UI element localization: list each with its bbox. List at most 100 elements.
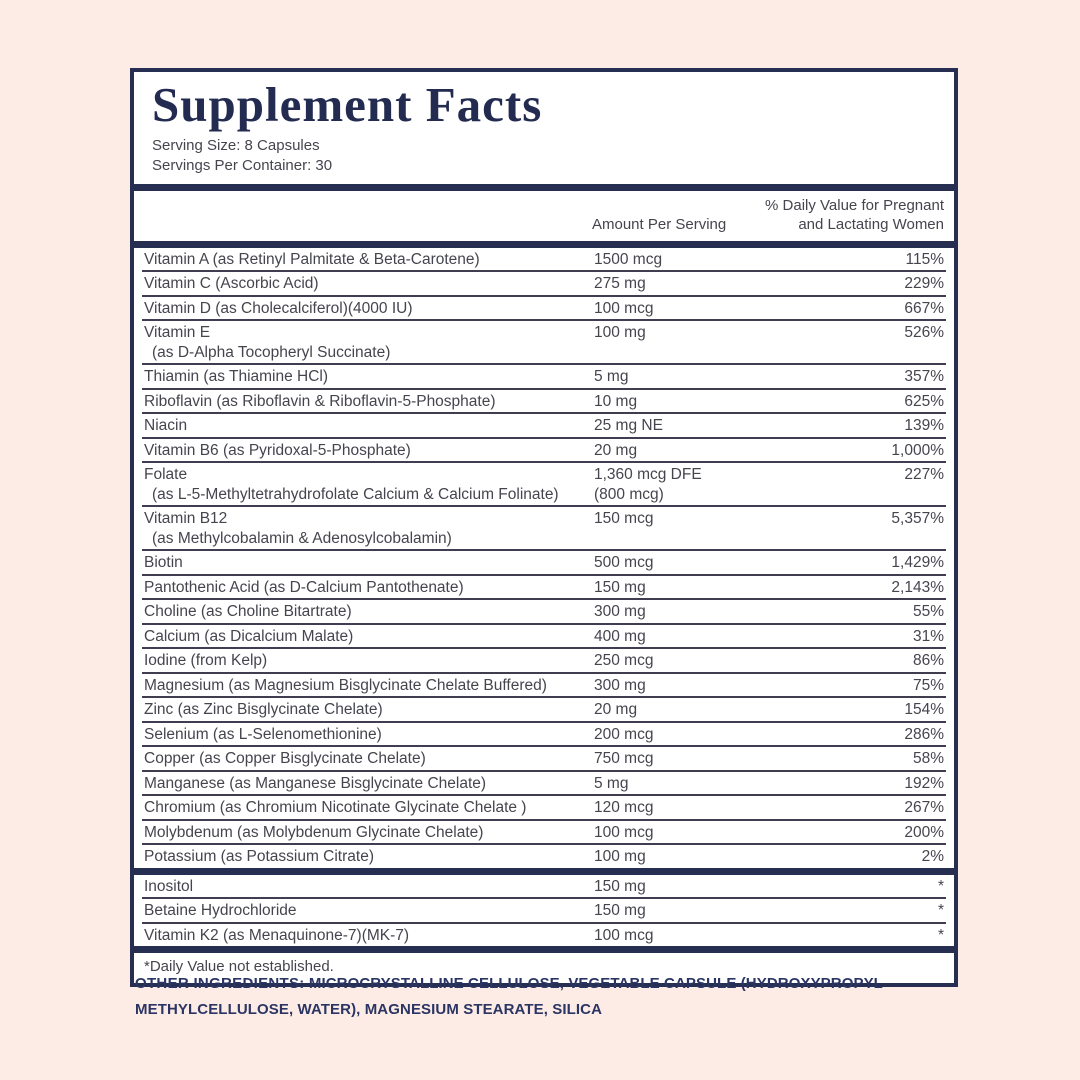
nutrient-name: Choline (as Choline Bitartrate): [144, 603, 352, 621]
nutrient-amount: 20 mg: [594, 441, 638, 459]
nutrient-name-cell: Vitamin C (Ascorbic Acid): [144, 274, 594, 294]
other-ingredients-text: MICROCRYSTALLINE CELLULOSE, VEGETABLE CA…: [135, 975, 883, 1018]
nutrient-name-cell: Niacin: [144, 416, 594, 436]
table-row: Potassium (as Potassium Citrate) 100 mg …: [142, 845, 946, 868]
table-row: Vitamin B6 (as Pyridoxal-5-Phosphate) 20…: [142, 439, 946, 464]
nutrient-amount: 5 mg: [594, 774, 629, 792]
table-row: Biotin 500 mcg 1,429%: [142, 551, 946, 576]
nutrient-amount-cell: 400 mg: [594, 627, 829, 647]
nutrient-name: Inositol: [144, 877, 194, 895]
nutrient-name-cell: Manganese (as Manganese Bisglycinate Che…: [144, 774, 594, 794]
panel-header: Supplement Facts Serving Size: 8 Capsule…: [134, 72, 954, 184]
nutrient-amount: 150 mg: [594, 902, 646, 920]
nutrient-amount-cell: 250 mcg: [594, 651, 829, 671]
nutrient-name: Vitamin K2 (as Menaquinone-7)(MK-7): [144, 926, 410, 944]
nutrient-name: Magnesium (as Magnesium Bisglycinate Che…: [144, 676, 547, 694]
nutrient-name-cell: Selenium (as L-Selenomethionine): [144, 725, 594, 745]
servings-per-container: Servings Per Container: 30: [152, 156, 333, 174]
nutrient-daily-value: 229%: [904, 275, 944, 293]
nutrient-name: Iodine (from Kelp): [144, 652, 268, 670]
nutrient-name-cell: Chromium (as Chromium Nicotinate Glycina…: [144, 798, 594, 818]
nutrient-amount-cell: 120 mcg: [594, 798, 829, 818]
serving-size: Serving Size: 8 Capsules: [152, 136, 320, 154]
nutrient-amount: 10 mg: [594, 392, 638, 410]
nutrient-daily-value: 31%: [912, 627, 944, 645]
nutrient-daily-value: 2%: [921, 848, 944, 866]
nutrient-daily-value: 625%: [904, 392, 944, 410]
nutrient-amount: 100 mg: [594, 324, 646, 342]
nutrient-daily-value: 2,143%: [891, 578, 944, 596]
nutrient-daily-value: *: [937, 877, 944, 895]
nutrient-amount-cell: 750 mcg: [594, 749, 829, 769]
nutrient-amount-cell: 10 mg: [594, 392, 829, 412]
nutrient-amount-cell: 1500 mcg: [594, 250, 829, 270]
nutrient-amount-cell: 100 mg: [594, 323, 829, 343]
nutrient-name-cell: Molybdenum (as Molybdenum Glycinate Chel…: [144, 823, 594, 843]
nutrient-name: Pantothenic Acid (as D-Calcium Pantothen…: [144, 578, 464, 596]
table-row: Riboflavin (as Riboflavin & Riboflavin-5…: [142, 390, 946, 415]
nutrient-name-cell: Iodine (from Kelp): [144, 651, 594, 671]
nutrient-amount: 275 mg: [594, 275, 646, 293]
nutrient-name-cell: Folate (as L-5-Methyltetrahydrofolate Ca…: [144, 465, 594, 504]
table-row: Niacin 25 mg NE 139%: [142, 414, 946, 439]
nutrient-amount-cell: 500 mcg: [594, 553, 829, 573]
table-row: Magnesium (as Magnesium Bisglycinate Che…: [142, 674, 946, 699]
serving-info: Serving Size: 8 Capsules Servings Per Co…: [152, 136, 938, 176]
nutrient-amount: 1500 mcg: [594, 250, 663, 268]
daily-value-header-line1: % Daily Value for Pregnant: [765, 196, 944, 214]
table-row: Vitamin D (as Cholecalciferol)(4000 IU) …: [142, 297, 946, 322]
nutrient-amount-cell: 200 mcg: [594, 725, 829, 745]
nutrient-amount-cell: 25 mg NE: [594, 416, 829, 436]
table-row: Vitamin B12 (as Methylcobalamin & Adenos…: [142, 507, 946, 552]
nutrient-daily-value: 75%: [912, 676, 944, 694]
nutrient-amount: 100 mg: [594, 848, 646, 866]
nutrient-daily-value: 192%: [904, 774, 944, 792]
nutrient-name: Copper (as Copper Bisglycinate Chelate): [144, 750, 426, 768]
nutrient-amount-cell: 150 mg: [594, 578, 829, 598]
daily-value-header-line2: and Lactating Women: [798, 215, 944, 233]
nutrient-amount: 300 mg: [594, 603, 646, 621]
table-row: Copper (as Copper Bisglycinate Chelate) …: [142, 747, 946, 772]
nutrient-amount: 150 mg: [594, 578, 646, 596]
nutrient-name-cell: Riboflavin (as Riboflavin & Riboflavin-5…: [144, 392, 594, 412]
table-row: Chromium (as Chromium Nicotinate Glycina…: [142, 796, 946, 821]
nutrient-name-cell: Betaine Hydrochloride: [144, 901, 594, 921]
table-row: Folate (as L-5-Methyltetrahydrofolate Ca…: [142, 463, 946, 508]
table-row: Vitamin E (as D-Alpha Tocopheryl Succina…: [142, 321, 946, 366]
nutrient-daily-value: 667%: [904, 299, 944, 317]
nutrient-name: Biotin: [144, 554, 183, 572]
table-row: Selenium (as L-Selenomethionine) 200 mcg…: [142, 723, 946, 748]
nutrient-daily-value: 526%: [904, 324, 944, 342]
nutrient-name: Chromium (as Chromium Nicotinate Glycina…: [144, 799, 527, 817]
table-row: Thiamin (as Thiamine HCl) 5 mg 357%: [142, 365, 946, 390]
nutrient-amount-cell: 300 mg: [594, 602, 829, 622]
nutrient-daily-value: *: [937, 902, 944, 920]
nutrients-section-other: Inositol 150 mg * Betaine Hydrochloride …: [134, 875, 954, 947]
nutrient-name: Selenium (as L-Selenomethionine): [144, 725, 382, 743]
nutrient-amount: 100 mcg: [594, 926, 654, 944]
nutrient-name-cell: Vitamin B12 (as Methylcobalamin & Adenos…: [144, 509, 594, 548]
nutrient-amount-cell: 5 mg: [594, 367, 829, 387]
nutrient-daily-value: 267%: [904, 799, 944, 817]
column-headers: Amount Per Serving % Daily Value for Pre…: [134, 191, 954, 241]
table-row: Betaine Hydrochloride 150 mg *: [142, 899, 946, 924]
nutrient-name: Riboflavin (as Riboflavin & Riboflavin-5…: [144, 392, 496, 410]
nutrient-daily-value: 58%: [912, 750, 944, 768]
daily-value-footnote: *Daily Value not established.: [144, 958, 334, 976]
nutrient-daily-value: *: [937, 926, 944, 944]
nutrient-name: Niacin: [144, 417, 188, 435]
nutrient-name-cell: Choline (as Choline Bitartrate): [144, 602, 594, 622]
nutrient-daily-value: 1,000%: [891, 441, 944, 459]
column-header-amount: Amount Per Serving: [592, 215, 727, 233]
nutrient-name-cell: Vitamin K2 (as Menaquinone-7)(MK-7): [144, 926, 594, 946]
nutrient-daily-value: 154%: [904, 701, 944, 719]
nutrient-daily-value: 5,357%: [891, 510, 944, 528]
divider-bar-thick: [134, 240, 954, 248]
nutrient-name: Thiamin (as Thiamine HCl): [144, 368, 329, 386]
nutrient-amount-cell: 150 mg: [594, 877, 829, 897]
nutrient-amount-cell: 100 mcg: [594, 299, 829, 319]
nutrient-amount-cell: 1,360 mcg DFE (800 mcg): [594, 465, 829, 504]
table-row: Iodine (from Kelp) 250 mcg 86%: [142, 649, 946, 674]
nutrient-amount-cell: 100 mcg: [594, 823, 829, 843]
